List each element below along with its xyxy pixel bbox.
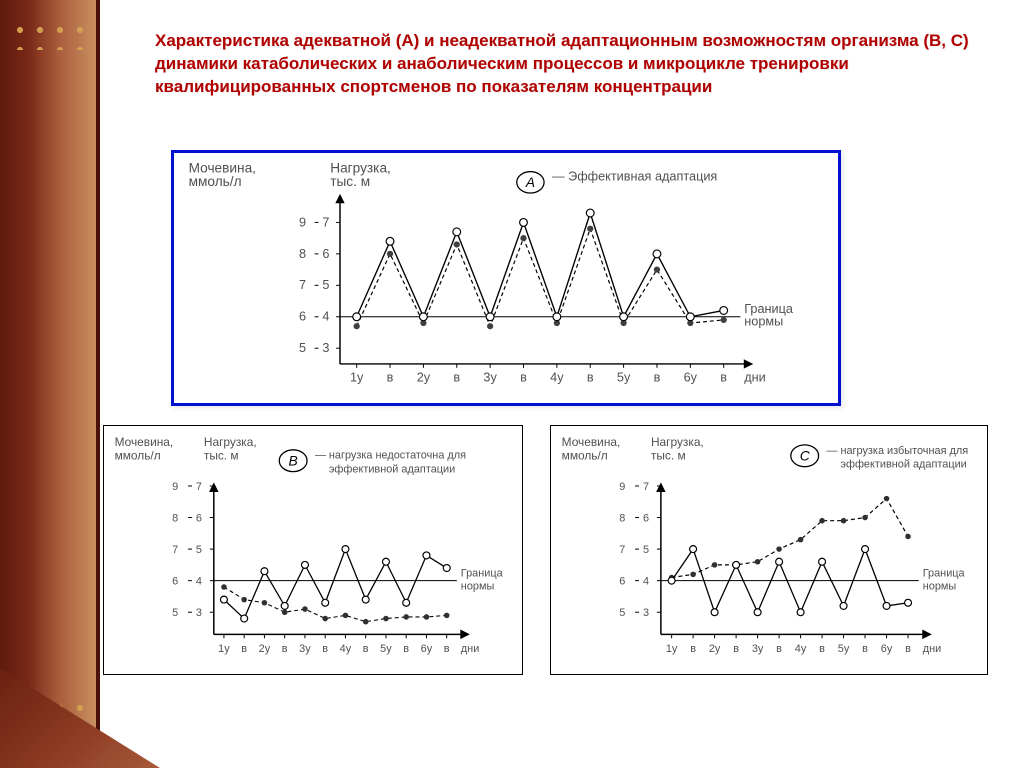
svg-text:3: 3: [322, 341, 329, 355]
svg-text:эффективной адаптации: эффективной адаптации: [329, 464, 455, 476]
svg-text:4у: 4у: [340, 643, 352, 655]
svg-text:1у: 1у: [350, 371, 364, 385]
page-title: Характеристика адекватной (А) и неадеква…: [155, 30, 1004, 99]
svg-text:1у: 1у: [218, 643, 230, 655]
svg-text:4: 4: [643, 576, 649, 588]
svg-text:6у: 6у: [881, 643, 893, 655]
svg-text:в: в: [363, 643, 369, 655]
svg-text:Границанормы: Границанормы: [461, 568, 504, 593]
svg-text:— Эффективная адаптация: — Эффективная адаптация: [552, 169, 717, 183]
svg-text:5: 5: [643, 544, 649, 556]
svg-text:в: в: [444, 643, 450, 655]
svg-text:2у: 2у: [709, 643, 721, 655]
svg-text:2у: 2у: [259, 643, 271, 655]
svg-text:в: в: [322, 643, 328, 655]
svg-text:в: в: [819, 643, 825, 655]
svg-text:5у: 5у: [838, 643, 850, 655]
svg-text:4: 4: [322, 310, 329, 324]
svg-text:в: в: [520, 371, 527, 385]
chart-b-container: Мочевина,ммоль/л Нагрузка,тыс. м 5 3 6 4 7 5 8 6 9…: [103, 425, 523, 675]
svg-text:в: в: [453, 371, 460, 385]
svg-text:в: в: [690, 643, 696, 655]
svg-text:6: 6: [643, 513, 649, 525]
svg-text:6: 6: [196, 513, 202, 525]
svg-text:С: С: [800, 448, 811, 464]
svg-text:3: 3: [643, 607, 649, 619]
svg-text:6у: 6у: [421, 643, 433, 655]
svg-text:6: 6: [322, 247, 329, 261]
svg-text:6: 6: [619, 576, 625, 588]
svg-text:6у: 6у: [684, 371, 698, 385]
svg-text:8: 8: [619, 513, 625, 525]
svg-text:Мочевина,ммоль/л: Мочевина,ммоль/л: [115, 435, 174, 463]
svg-text:Нагрузка,тыс. м: Нагрузка,тыс. м: [651, 435, 704, 463]
svg-text:в: в: [654, 371, 661, 385]
svg-text:дни: дни: [923, 643, 941, 655]
svg-text:3у: 3у: [483, 371, 497, 385]
svg-text:7: 7: [299, 278, 306, 292]
svg-text:7: 7: [619, 544, 625, 556]
svg-text:Границанормы: Границанормы: [923, 568, 966, 593]
svg-text:5у: 5у: [617, 371, 631, 385]
svg-text:6: 6: [299, 310, 306, 324]
svg-text:3: 3: [196, 607, 202, 619]
chart-a-container: Мочевина,ммоль/л Нагрузка,тыс. м 5 3 6 4 7 5 8 6 9…: [171, 150, 841, 406]
svg-text:в: в: [720, 371, 727, 385]
svg-text:в: в: [387, 371, 394, 385]
svg-text:В: В: [289, 453, 298, 469]
svg-text:5: 5: [172, 607, 178, 619]
svg-text:5у: 5у: [380, 643, 392, 655]
svg-text:6: 6: [172, 576, 178, 588]
decorative-left-border: [0, 0, 100, 768]
chart-c-container: Мочевина,ммоль/л Нагрузка,тыс. м 5 3 6 4 7 5 8 6 9…: [550, 425, 988, 675]
svg-text:дни: дни: [744, 371, 766, 385]
svg-text:7: 7: [322, 215, 329, 229]
svg-text:в: в: [733, 643, 739, 655]
svg-text:— нагрузка избыточная для: — нагрузка избыточная для: [827, 445, 969, 457]
svg-text:— нагрузка недостаточна для: — нагрузка недостаточна для: [315, 450, 466, 462]
svg-text:5: 5: [299, 341, 306, 355]
svg-text:4у: 4у: [795, 643, 807, 655]
svg-text:1у: 1у: [666, 643, 678, 655]
svg-text:Границанормы: Границанормы: [744, 302, 794, 329]
chart-a-svg: Мочевина,ммоль/л Нагрузка,тыс. м 5 3 6 4 7 5 8 6 9…: [174, 153, 838, 403]
svg-text:9: 9: [619, 481, 625, 493]
svg-text:в: в: [587, 371, 594, 385]
svg-text:в: в: [241, 643, 247, 655]
chart-b-svg: Мочевина,ммоль/л Нагрузка,тыс. м 5 3 6 4 7 5 8 6 9…: [104, 426, 522, 674]
svg-text:9: 9: [172, 481, 178, 493]
svg-text:7: 7: [196, 481, 202, 493]
svg-text:эффективной адаптации: эффективной адаптации: [840, 459, 966, 471]
svg-text:в: в: [905, 643, 911, 655]
svg-text:5: 5: [196, 544, 202, 556]
svg-text:4: 4: [196, 576, 202, 588]
svg-text:в: в: [403, 643, 409, 655]
svg-text:4у: 4у: [550, 371, 564, 385]
chart-c-svg: Мочевина,ммоль/л Нагрузка,тыс. м 5 3 6 4 7 5 8 6 9…: [551, 426, 987, 674]
svg-text:7: 7: [172, 544, 178, 556]
svg-text:8: 8: [172, 513, 178, 525]
svg-text:в: в: [776, 643, 782, 655]
svg-text:5: 5: [322, 278, 329, 292]
svg-text:8: 8: [299, 247, 306, 261]
svg-text:Нагрузка,тыс. м: Нагрузка,тыс. м: [204, 435, 257, 463]
svg-text:в: в: [862, 643, 868, 655]
svg-text:в: в: [282, 643, 288, 655]
svg-text:Нагрузка,тыс. м: Нагрузка,тыс. м: [330, 161, 391, 190]
svg-text:9: 9: [299, 215, 306, 229]
svg-text:дни: дни: [461, 643, 479, 655]
svg-text:2у: 2у: [417, 371, 431, 385]
svg-text:3у: 3у: [299, 643, 311, 655]
svg-text:Мочевина,ммоль/л: Мочевина,ммоль/л: [189, 161, 256, 190]
svg-text:3у: 3у: [752, 643, 764, 655]
svg-text:А: А: [525, 175, 535, 190]
svg-text:Мочевина,ммоль/л: Мочевина,ммоль/л: [562, 435, 621, 463]
svg-text:7: 7: [643, 481, 649, 493]
svg-text:5: 5: [619, 607, 625, 619]
